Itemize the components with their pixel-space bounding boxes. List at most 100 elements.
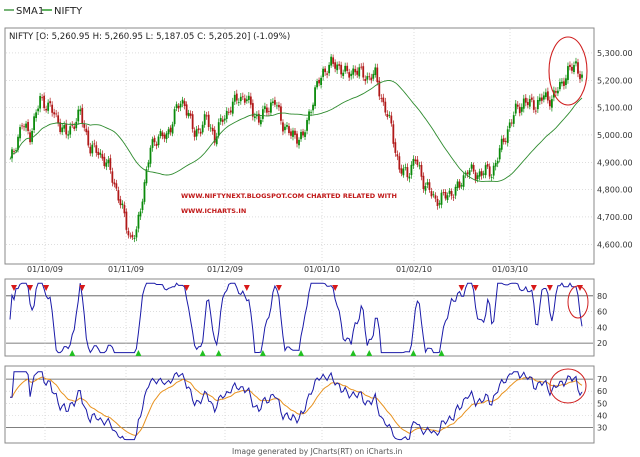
candle-body xyxy=(15,150,17,151)
candle-body xyxy=(147,162,150,168)
candle-body xyxy=(153,137,156,143)
candle-body xyxy=(372,73,375,79)
candle-body xyxy=(261,109,264,119)
candle-body xyxy=(442,192,445,193)
candle-body xyxy=(569,64,571,67)
candle-body xyxy=(167,129,170,135)
candle-body xyxy=(35,112,37,118)
price-y-tick-label: 4,600.00 xyxy=(597,240,633,249)
candle-body xyxy=(402,168,405,176)
candle-body xyxy=(189,113,192,116)
candle-body xyxy=(63,125,66,129)
candle-body xyxy=(577,62,579,74)
candle-body xyxy=(414,159,417,162)
candle-body xyxy=(193,130,196,137)
candle-body xyxy=(213,129,216,143)
candle-body xyxy=(550,99,553,108)
candle-body xyxy=(274,100,276,105)
candle-body xyxy=(249,96,252,105)
candle-body xyxy=(346,65,349,71)
oscillator-2-y-axis: 30 40 50 60 70 xyxy=(597,375,607,432)
candle-body xyxy=(382,97,385,103)
candle-body xyxy=(516,104,519,107)
candle-body xyxy=(426,182,429,185)
candle-body xyxy=(354,68,357,73)
candle-body xyxy=(239,96,242,102)
candle-body xyxy=(123,204,126,214)
candle-body xyxy=(31,131,33,142)
highlight-ellipse-osc1 xyxy=(567,285,589,319)
candle-body xyxy=(268,111,270,112)
candle-body xyxy=(195,129,198,137)
candle-body xyxy=(342,72,345,76)
candle-body xyxy=(151,139,154,148)
candle-body xyxy=(290,131,292,136)
sell-marker xyxy=(546,285,553,291)
candle-body xyxy=(388,115,391,116)
candle-body xyxy=(243,98,246,103)
candle-body xyxy=(298,139,300,146)
candle-body xyxy=(334,62,337,69)
x-tick-label: 01/02/10 xyxy=(396,265,432,274)
candle-body xyxy=(278,104,280,108)
oscillator-y-tick-label: 60 xyxy=(597,387,607,396)
candle-body xyxy=(362,66,365,78)
candle-body xyxy=(179,103,182,108)
candle-body xyxy=(398,156,401,170)
candle-body xyxy=(111,171,114,183)
candle-body xyxy=(482,173,485,175)
candle-body xyxy=(282,122,284,132)
candle-body xyxy=(77,109,80,122)
candle-body xyxy=(57,115,60,124)
candle-body xyxy=(23,126,25,128)
sell-marker xyxy=(27,285,34,291)
legend-nifty-label: NIFTY xyxy=(54,6,83,17)
candle-body xyxy=(49,101,52,104)
buy-marker xyxy=(366,350,373,356)
candle-body xyxy=(45,108,48,111)
oscillator-y-tick-label: 70 xyxy=(597,375,607,384)
candle-body xyxy=(109,158,112,170)
candle-body xyxy=(75,121,78,129)
buy-marker xyxy=(438,350,445,356)
candle-body xyxy=(496,160,499,164)
candle-body xyxy=(310,111,312,113)
candle-body xyxy=(308,111,310,121)
candle-body xyxy=(263,106,266,110)
candle-body xyxy=(302,131,304,136)
candle-body xyxy=(187,112,190,117)
buy-marker xyxy=(215,350,222,356)
oscillator-panel-2 xyxy=(4,365,595,444)
candle-body xyxy=(67,134,70,136)
candle-body xyxy=(520,107,523,112)
candle-body xyxy=(155,143,158,146)
candle-body xyxy=(43,95,46,109)
candle-body xyxy=(394,142,397,153)
candle-body xyxy=(255,114,258,117)
ohlc-header: NIFTY [O: 5,260.95 H: 5,260.95 L: 5,187.… xyxy=(9,32,290,42)
candle-body xyxy=(191,114,194,130)
candle-body xyxy=(542,95,545,100)
candle-body xyxy=(573,65,575,73)
candle-body xyxy=(39,96,42,109)
oscillator-y-tick-label: 20 xyxy=(597,339,607,348)
candle-body xyxy=(522,98,525,109)
candle-body xyxy=(338,64,341,66)
candle-body xyxy=(270,102,272,113)
candle-body xyxy=(370,77,373,81)
candle-body xyxy=(328,64,331,74)
candle-body xyxy=(474,172,477,181)
candle-body xyxy=(129,235,132,237)
candle-body xyxy=(466,172,469,174)
candle-body xyxy=(468,170,471,176)
candle-body xyxy=(526,102,529,106)
candle-body xyxy=(183,101,186,107)
oscillator-y-tick-label: 50 xyxy=(597,399,607,408)
candle-body xyxy=(217,122,220,136)
price-panel xyxy=(4,27,595,265)
sell-marker xyxy=(243,285,250,291)
candle-body xyxy=(201,124,204,133)
candle-body xyxy=(494,162,497,167)
watermark-line-1: WWW.NIFTYNEXT.BLOGSPOT.COM CHARTED RELAT… xyxy=(181,192,397,200)
